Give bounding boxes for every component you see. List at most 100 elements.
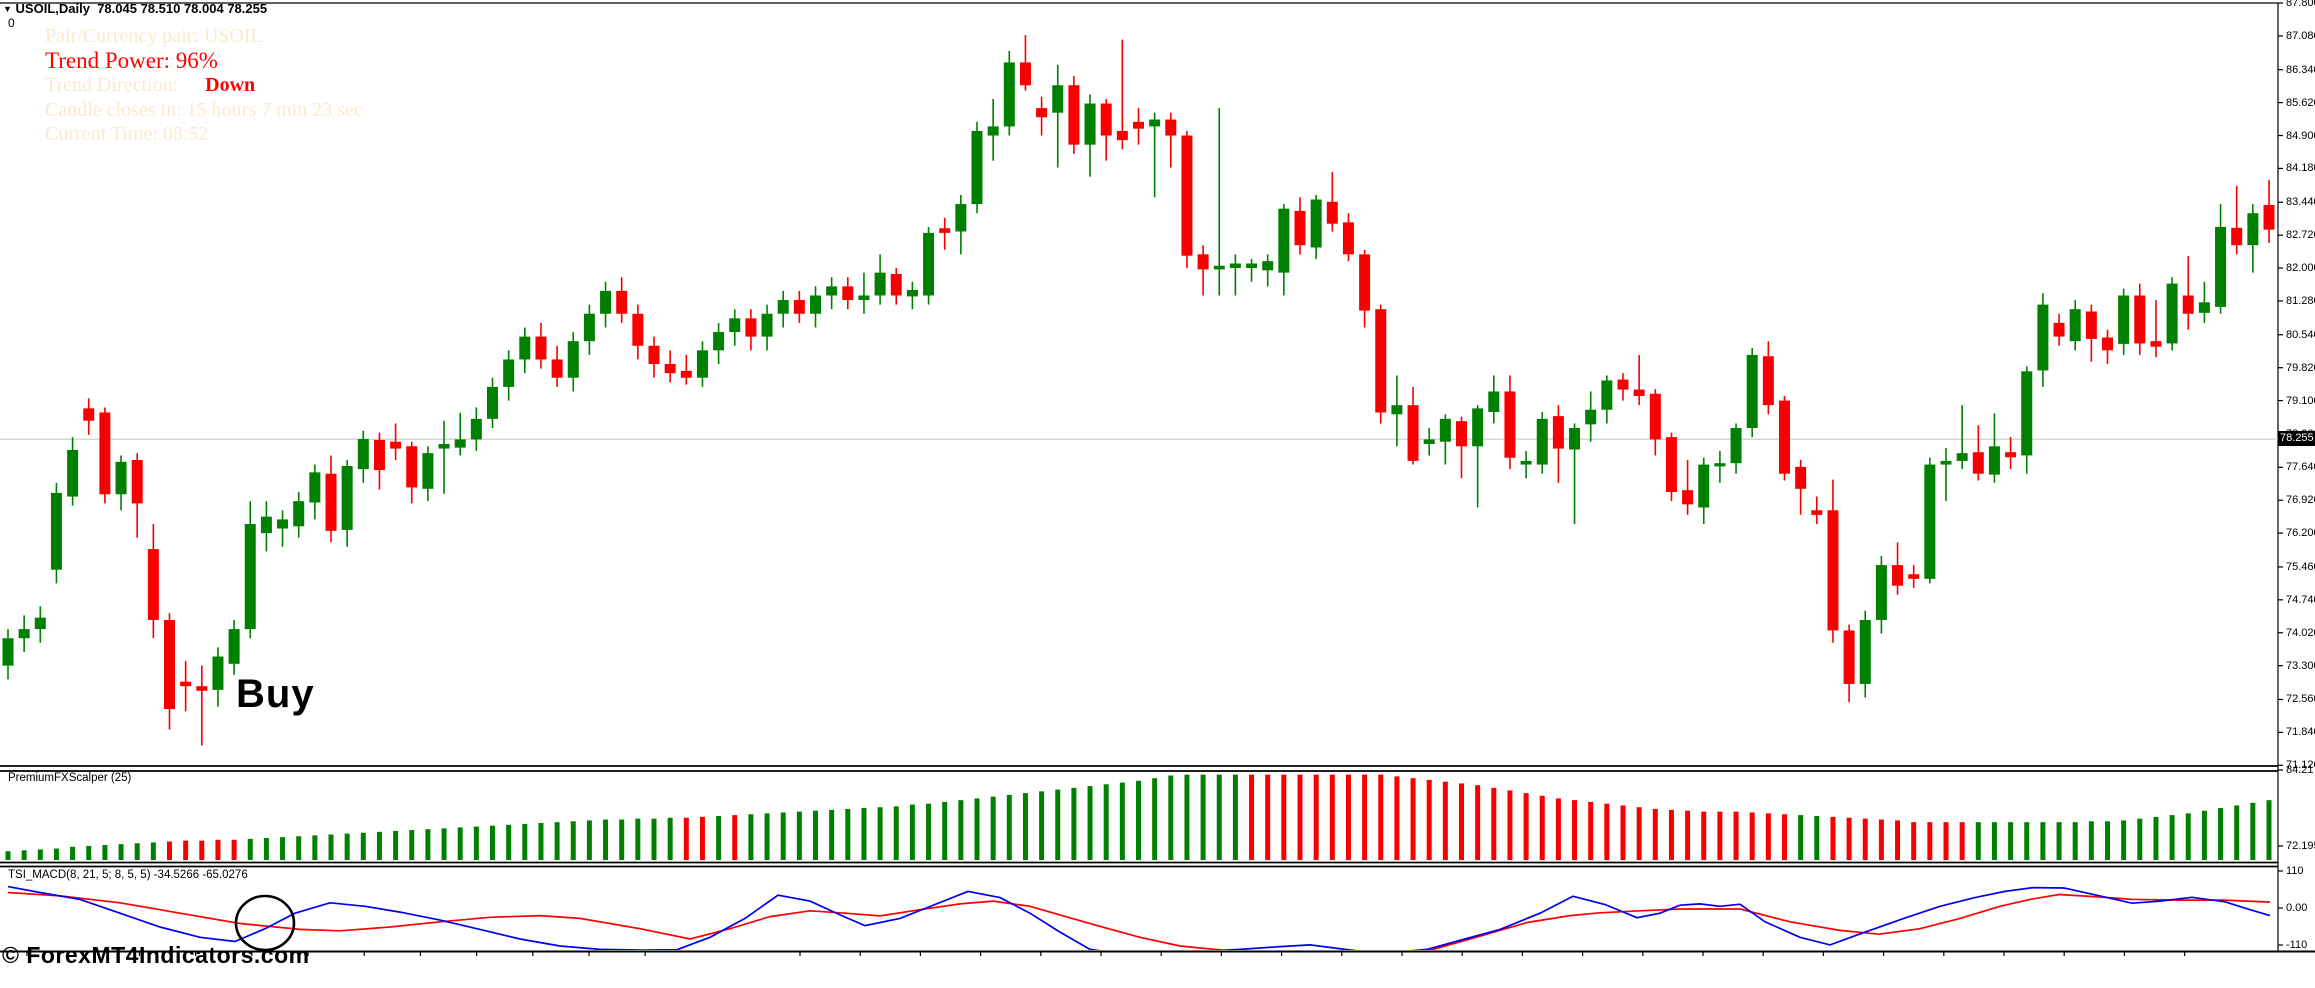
histogram-bar [538,823,544,860]
histogram-bar [296,836,302,860]
overlay-pair-line: Pair/Currency pair: USOIL [45,25,263,47]
histogram-bar [942,801,948,860]
candle [745,318,757,337]
candle [2134,295,2146,344]
candle [2166,283,2178,344]
histogram-bar [1281,774,1287,860]
candle [1698,464,1710,508]
histogram-bar [70,846,76,860]
candle [503,359,515,387]
candle [1149,119,1161,127]
candle [18,629,30,639]
candle [777,300,789,314]
candle [1456,421,1467,447]
price-axis-label: 71.840 [2286,726,2315,739]
histogram-bar [1765,813,1771,860]
candle [664,364,676,374]
histogram-bar [312,835,318,860]
candle [260,516,272,534]
histogram-bar [764,813,770,860]
histogram-bar [473,826,479,860]
histogram-bar [667,817,673,860]
candle [1294,210,1306,246]
tsi-slow-line [7,891,2271,950]
candle [567,341,579,378]
histogram-bar [53,848,59,860]
histogram-bar [958,800,964,860]
histogram-bar [2056,822,2062,860]
price-axis-label: 71.120 [2286,759,2315,772]
candle [1116,130,1128,141]
candle [2102,337,2113,351]
candle [1407,405,1419,461]
candle [1746,354,1758,429]
candle [1714,463,1726,467]
histogram-bar [1103,784,1109,860]
candle [600,290,612,314]
candle [470,418,482,440]
histogram-bar [360,832,366,860]
histogram-bar [699,816,705,860]
candle [454,439,466,448]
candle [1924,464,1936,579]
candle [50,492,62,570]
buy-signal-label: Buy [236,672,315,716]
price-axis-label: 83.440 [2286,196,2315,209]
candle [1520,460,1532,465]
histogram-bar [829,809,835,860]
candle [1956,453,1968,461]
candle [1310,199,1322,248]
histogram-bar [1991,822,1997,860]
candle [551,359,563,378]
overlay-current-time: Current Time: 08:52 [45,123,209,145]
histogram-bar [1475,785,1481,860]
symbol-marker-icon: ▼ [3,4,12,14]
histogram-bar [2250,802,2256,860]
histogram-bar [1604,803,1610,860]
candle [34,617,46,630]
candle [519,336,531,360]
histogram-bar [1652,808,1658,860]
price-axis[interactable]: 87.800 87.080 86.340 85.620 84.900 84.180 83.4… [0,0,2315,952]
candle [1262,261,1274,271]
price-axis-label: 80.540 [2286,328,2315,341]
candle [2231,227,2243,246]
histogram-bar [522,823,528,860]
histogram-bar [861,808,867,860]
candle [1972,452,1984,474]
histogram-bar [280,837,286,860]
candle [1795,466,1807,489]
histogram-bar [1071,787,1077,860]
candle [1988,446,2000,475]
candle [1052,85,1064,113]
histogram-bar [1975,822,1981,860]
histogram-bar [1685,810,1691,860]
histogram-bar [2024,822,2030,860]
ohlc-readout: 78.045 78.510 78.004 78.255 [97,1,268,16]
candle [228,629,240,664]
histogram-bar [1555,798,1561,860]
histogram-bar [1636,807,1642,860]
candle [1779,400,1790,474]
tsi-fast-line [7,885,2271,950]
histogram-bar [86,845,92,860]
date-axis[interactable]: 21 Jan 202425 Jan 202430 Jan 20244 Feb 2… [0,950,2315,988]
candle [1827,510,1839,631]
candle [1359,254,1371,311]
histogram-bar [1959,822,1965,860]
price-axis-label: 82.720 [2286,229,2315,242]
candle [890,274,902,296]
histogram-bar [1717,811,1723,860]
histogram-bar [1055,789,1061,860]
candle [874,272,886,296]
histogram-bar [651,818,657,860]
candle [1229,263,1241,269]
histogram-bar [328,834,334,860]
histogram-bar [344,833,350,860]
histogram-bar [2040,822,2046,860]
candle [180,681,192,687]
histogram-bar [845,808,851,860]
tsi-axis-label: -110 [2286,939,2308,951]
